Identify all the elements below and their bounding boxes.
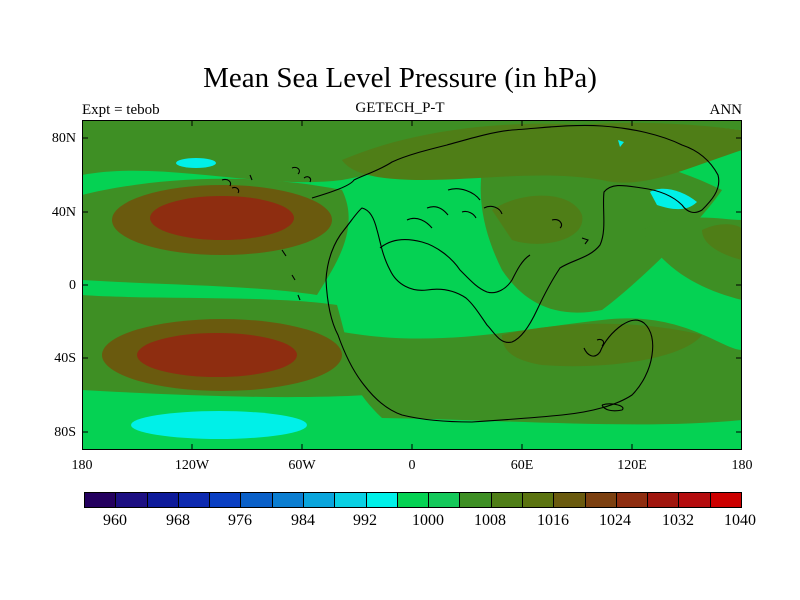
- x-tick-label: 180: [731, 458, 753, 473]
- x-tick-label: 0: [408, 458, 416, 473]
- colorbar-swatch: [335, 493, 367, 507]
- coastlines: [221, 124, 720, 423]
- colorbar-swatch: [85, 493, 117, 507]
- colorbar-swatch: [366, 493, 398, 507]
- colorbar-label: 1016: [537, 512, 569, 529]
- colorbar-label: 1040: [724, 512, 756, 529]
- colorbar-swatch: [710, 493, 741, 507]
- colorbar-label: 992: [353, 512, 377, 529]
- coastline-east-islands: [551, 219, 624, 412]
- colorbar-swatch: [429, 493, 461, 507]
- y-tick-label: 40N: [51, 205, 76, 220]
- colorbar-swatch: [397, 493, 430, 507]
- colorbar-swatch: [522, 493, 555, 507]
- high-north-core: [150, 196, 294, 240]
- x-tick-label: 120W: [174, 458, 210, 473]
- season-label: ANN: [709, 102, 743, 118]
- y-tick-label: 40S: [54, 351, 76, 366]
- x-tick-label: 60W: [288, 458, 316, 473]
- map-panel: [82, 120, 742, 450]
- high-south-core: [137, 333, 297, 377]
- dataset-label: GETECH_P-T: [355, 100, 445, 116]
- colorbar-label: 976: [228, 512, 252, 529]
- colorbar-label: 960: [103, 512, 127, 529]
- x-tick-label: 60E: [510, 458, 534, 473]
- colorbar-label: 1008: [474, 512, 506, 529]
- coastline-main-continent: [311, 124, 720, 423]
- coastline-northern-islands: [406, 188, 503, 229]
- colorbar-label: 1032: [662, 512, 694, 529]
- coastline-inner-sea: [379, 238, 531, 294]
- y-tick-label: 0: [69, 278, 76, 293]
- plot-title: Mean Sea Level Pressure (in hPa): [203, 62, 597, 94]
- colorbar-swatch: [303, 493, 336, 507]
- coastline-arctic-islands: [221, 166, 312, 194]
- colorbar-swatch: [616, 493, 649, 507]
- x-tick-label: 180: [71, 458, 93, 473]
- low-east-asia: [650, 188, 697, 210]
- x-tick-label: 120E: [617, 458, 647, 473]
- field-asia-core: [492, 195, 583, 244]
- colorbar-swatch: [460, 493, 492, 507]
- low-small: [618, 140, 624, 147]
- colorbar-label: 968: [166, 512, 190, 529]
- colorbar: [84, 492, 742, 508]
- colorbar-swatch: [679, 493, 711, 507]
- field-east-core: [702, 224, 742, 260]
- colorbar-swatch: [241, 493, 273, 507]
- tick-marks: [82, 120, 742, 450]
- colorbar-label: 984: [291, 512, 315, 529]
- colorbar-swatch: [147, 493, 179, 507]
- colorbar-swatch: [585, 493, 617, 507]
- y-tick-label: 80N: [51, 131, 76, 146]
- low-southern-ocean: [131, 411, 307, 439]
- colorbar-swatch: [272, 493, 304, 507]
- colorbar-swatch: [178, 493, 211, 507]
- experiment-label: Expt = tebob: [82, 102, 160, 118]
- colorbar-swatch: [210, 493, 242, 507]
- colorbar-swatch: [554, 493, 586, 507]
- colorbar-swatch: [648, 493, 680, 507]
- colorbar-swatch: [116, 493, 148, 507]
- colorbar-label: 1000: [412, 512, 444, 529]
- coastline-west-islands: [281, 249, 301, 301]
- field-north-core: [342, 122, 742, 183]
- colorbar-label: 1024: [599, 512, 631, 529]
- y-tick-label: 80S: [54, 425, 76, 440]
- colorbar-swatch: [491, 493, 523, 507]
- low-arctic: [176, 158, 216, 168]
- pressure-field-map: [82, 120, 742, 450]
